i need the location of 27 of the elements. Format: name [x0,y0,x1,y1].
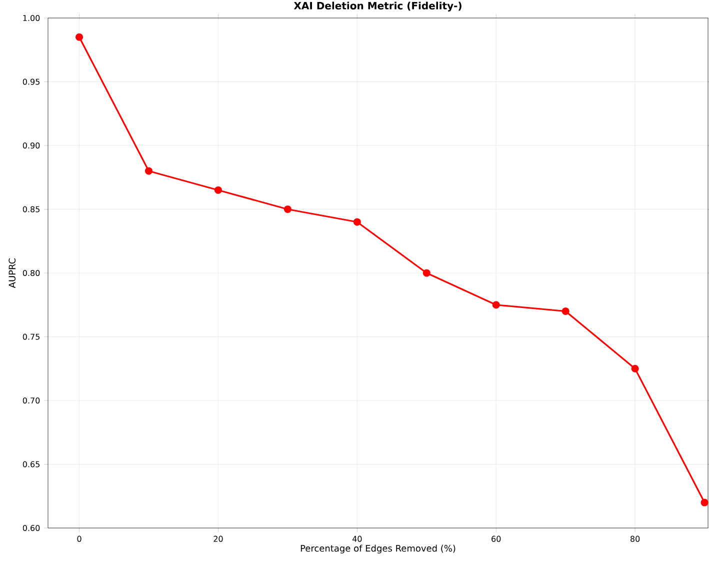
y-tick-label: 0.85 [22,206,40,212]
point [353,218,361,226]
chart-title: XAI Deletion Metric (Fidelity-) [294,2,462,12]
y-tick-label: 0.90 [22,142,40,149]
y-tick-label: 0.95 [22,78,40,85]
x-tick-label: 40 [352,536,362,542]
y-tick-label: 0.75 [22,334,40,340]
x-tick-label: 20 [214,536,223,542]
point [75,33,84,41]
point [492,301,500,309]
y-tick-label: 0.65 [22,461,40,468]
y-tick-label: 0.60 [22,524,40,532]
x-tick-label: 80 [630,536,640,542]
point [284,205,292,214]
point [214,186,222,194]
x-tick-label: 60 [492,536,501,542]
y-tick-label: 0.70 [22,397,40,404]
point [631,364,639,372]
y-tick-label: 0.80 [22,270,40,276]
x-tick-label: 0 [77,536,82,542]
y-tick-label: 1.00 [23,14,40,22]
x-axis-title: Percentage of Edges Removed (%) [300,544,456,554]
y-axis-title: AUPRC [8,258,16,288]
point [562,307,570,316]
point [422,269,430,277]
point [144,167,153,175]
point [700,498,708,506]
